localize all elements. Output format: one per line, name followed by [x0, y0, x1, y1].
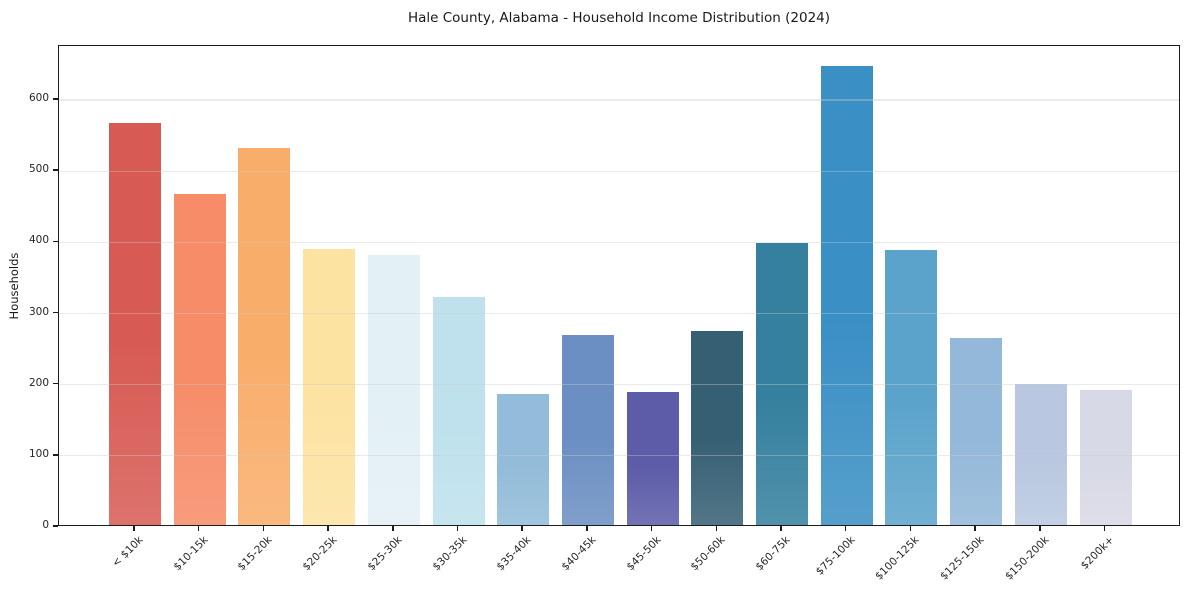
x-tick-mark — [392, 526, 394, 531]
bar-125-150k — [950, 337, 1003, 525]
y-tick-label: 200 — [28, 376, 49, 389]
x-tick-mark — [521, 526, 523, 531]
x-tick-mark — [974, 526, 976, 531]
y-axis-label: Households — [7, 252, 21, 320]
x-tick-mark — [586, 526, 588, 531]
y-tick-label: 300 — [28, 305, 49, 318]
x-tick-mark — [133, 526, 135, 531]
y-tick-mark — [53, 98, 58, 100]
bar-150-200k — [1014, 384, 1067, 525]
y-tick-mark — [53, 311, 58, 314]
x-tick-mark — [715, 526, 718, 531]
x-tick-mark — [262, 526, 265, 531]
gridline-y-400 — [59, 241, 1179, 243]
x-tick-mark — [1039, 526, 1041, 531]
x-tick-label: < $10k — [109, 534, 146, 570]
gridline-y-500 — [59, 170, 1179, 172]
y-tick-label: 400 — [28, 234, 49, 247]
y-tick-label: 0 — [42, 519, 49, 531]
y-tick-mark — [53, 240, 58, 243]
x-tick-mark — [780, 526, 782, 531]
gridline-y-200 — [59, 384, 1179, 386]
x-tick-mark — [844, 526, 847, 531]
bar-25-30k — [367, 254, 420, 525]
plot-area — [58, 45, 1180, 526]
x-tick-mark — [456, 526, 459, 531]
x-tick-mark — [650, 526, 653, 531]
bar-10-15k — [173, 194, 226, 525]
y-tick-label: 100 — [28, 447, 49, 460]
chart-title: Hale County, Alabama - Household Income … — [407, 10, 831, 26]
gridline-y-300 — [59, 312, 1179, 315]
bar-100-125k — [885, 249, 938, 525]
bar-60-75k — [756, 243, 808, 525]
x-tick-mark — [197, 526, 200, 531]
bar-30-35k — [432, 297, 485, 525]
y-tick-mark — [53, 454, 58, 456]
y-tick-mark — [53, 169, 58, 171]
bar-75-100k — [820, 66, 873, 525]
y-tick-label: 500 — [28, 163, 49, 176]
y-tick-mark — [53, 382, 58, 385]
bar-35-40k — [497, 394, 550, 525]
bar-15-20k — [238, 147, 291, 525]
y-tick-mark — [53, 525, 58, 527]
gridline-y-100 — [59, 455, 1179, 457]
bar-10k — [109, 122, 161, 525]
bar-45-50k — [626, 391, 679, 525]
x-tick-mark — [327, 526, 329, 531]
bar-40-45k — [561, 335, 614, 525]
x-tick-mark — [1103, 526, 1106, 531]
x-tick-mark — [909, 526, 912, 531]
bar-20-25k — [303, 248, 356, 525]
y-tick-label: 600 — [28, 92, 49, 105]
bar-200k — [1079, 389, 1132, 525]
bar-50-60k — [691, 331, 744, 525]
gridline-y-600 — [59, 99, 1179, 101]
